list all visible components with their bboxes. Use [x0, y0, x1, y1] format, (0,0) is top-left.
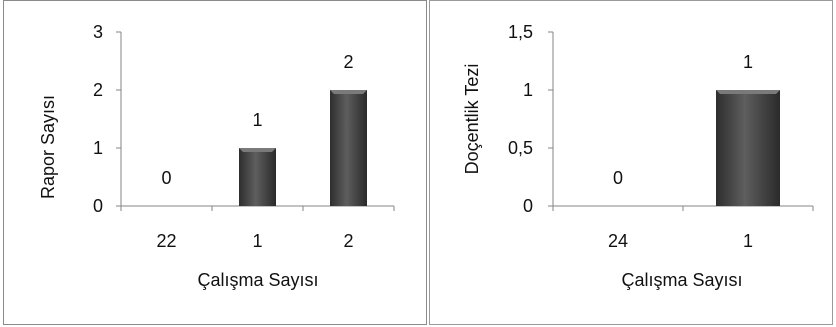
x-tick-label: 1	[743, 231, 753, 251]
y-tick-label: 1,5	[508, 22, 533, 42]
x-axis-title: Çalışma Sayısı	[621, 270, 742, 290]
bar	[330, 90, 367, 206]
bar-bevel	[716, 90, 780, 94]
y-tick-label: 0	[523, 196, 533, 216]
data-label: 0	[613, 168, 623, 188]
bar-bevel	[330, 90, 367, 94]
data-label: 1	[252, 110, 262, 130]
chart-right: Çalışma Sayısı Doçentlik Tezi 0 0,5 1 1,5 0 2…	[462, 22, 814, 290]
y-axis-title: Doçentlik Tezi	[462, 64, 482, 175]
data-label: 2	[343, 52, 353, 72]
y-tick-label: 3	[93, 22, 103, 42]
bar	[716, 90, 780, 206]
x-tick-label: 24	[608, 231, 628, 251]
chart-panel-left: Çalışma Sayısı Rapor Sayısı 0 1 2 3 0 22 1 1 2 2	[3, 0, 427, 325]
y-axis-title: Rapor Sayısı	[38, 95, 58, 199]
y-tick-label: 1	[523, 80, 533, 100]
x-axis-title: Çalışma Sayısı	[197, 270, 318, 290]
x-tick-label: 2	[343, 231, 353, 251]
data-label: 0	[161, 168, 171, 188]
bar-bevel	[239, 148, 276, 152]
chart-panel-right: Çalışma Sayısı Doçentlik Tezi 0 0,5 1 1,5 0 2…	[429, 0, 833, 325]
x-tick-label: 22	[156, 231, 176, 251]
y-tick-label: 0,5	[508, 138, 533, 158]
y-tick-label: 1	[93, 138, 103, 158]
y-tick-label: 0	[93, 196, 103, 216]
x-tick-label: 1	[252, 231, 262, 251]
data-label: 1	[743, 52, 753, 72]
bar	[239, 148, 276, 206]
y-tick-label: 2	[93, 80, 103, 100]
